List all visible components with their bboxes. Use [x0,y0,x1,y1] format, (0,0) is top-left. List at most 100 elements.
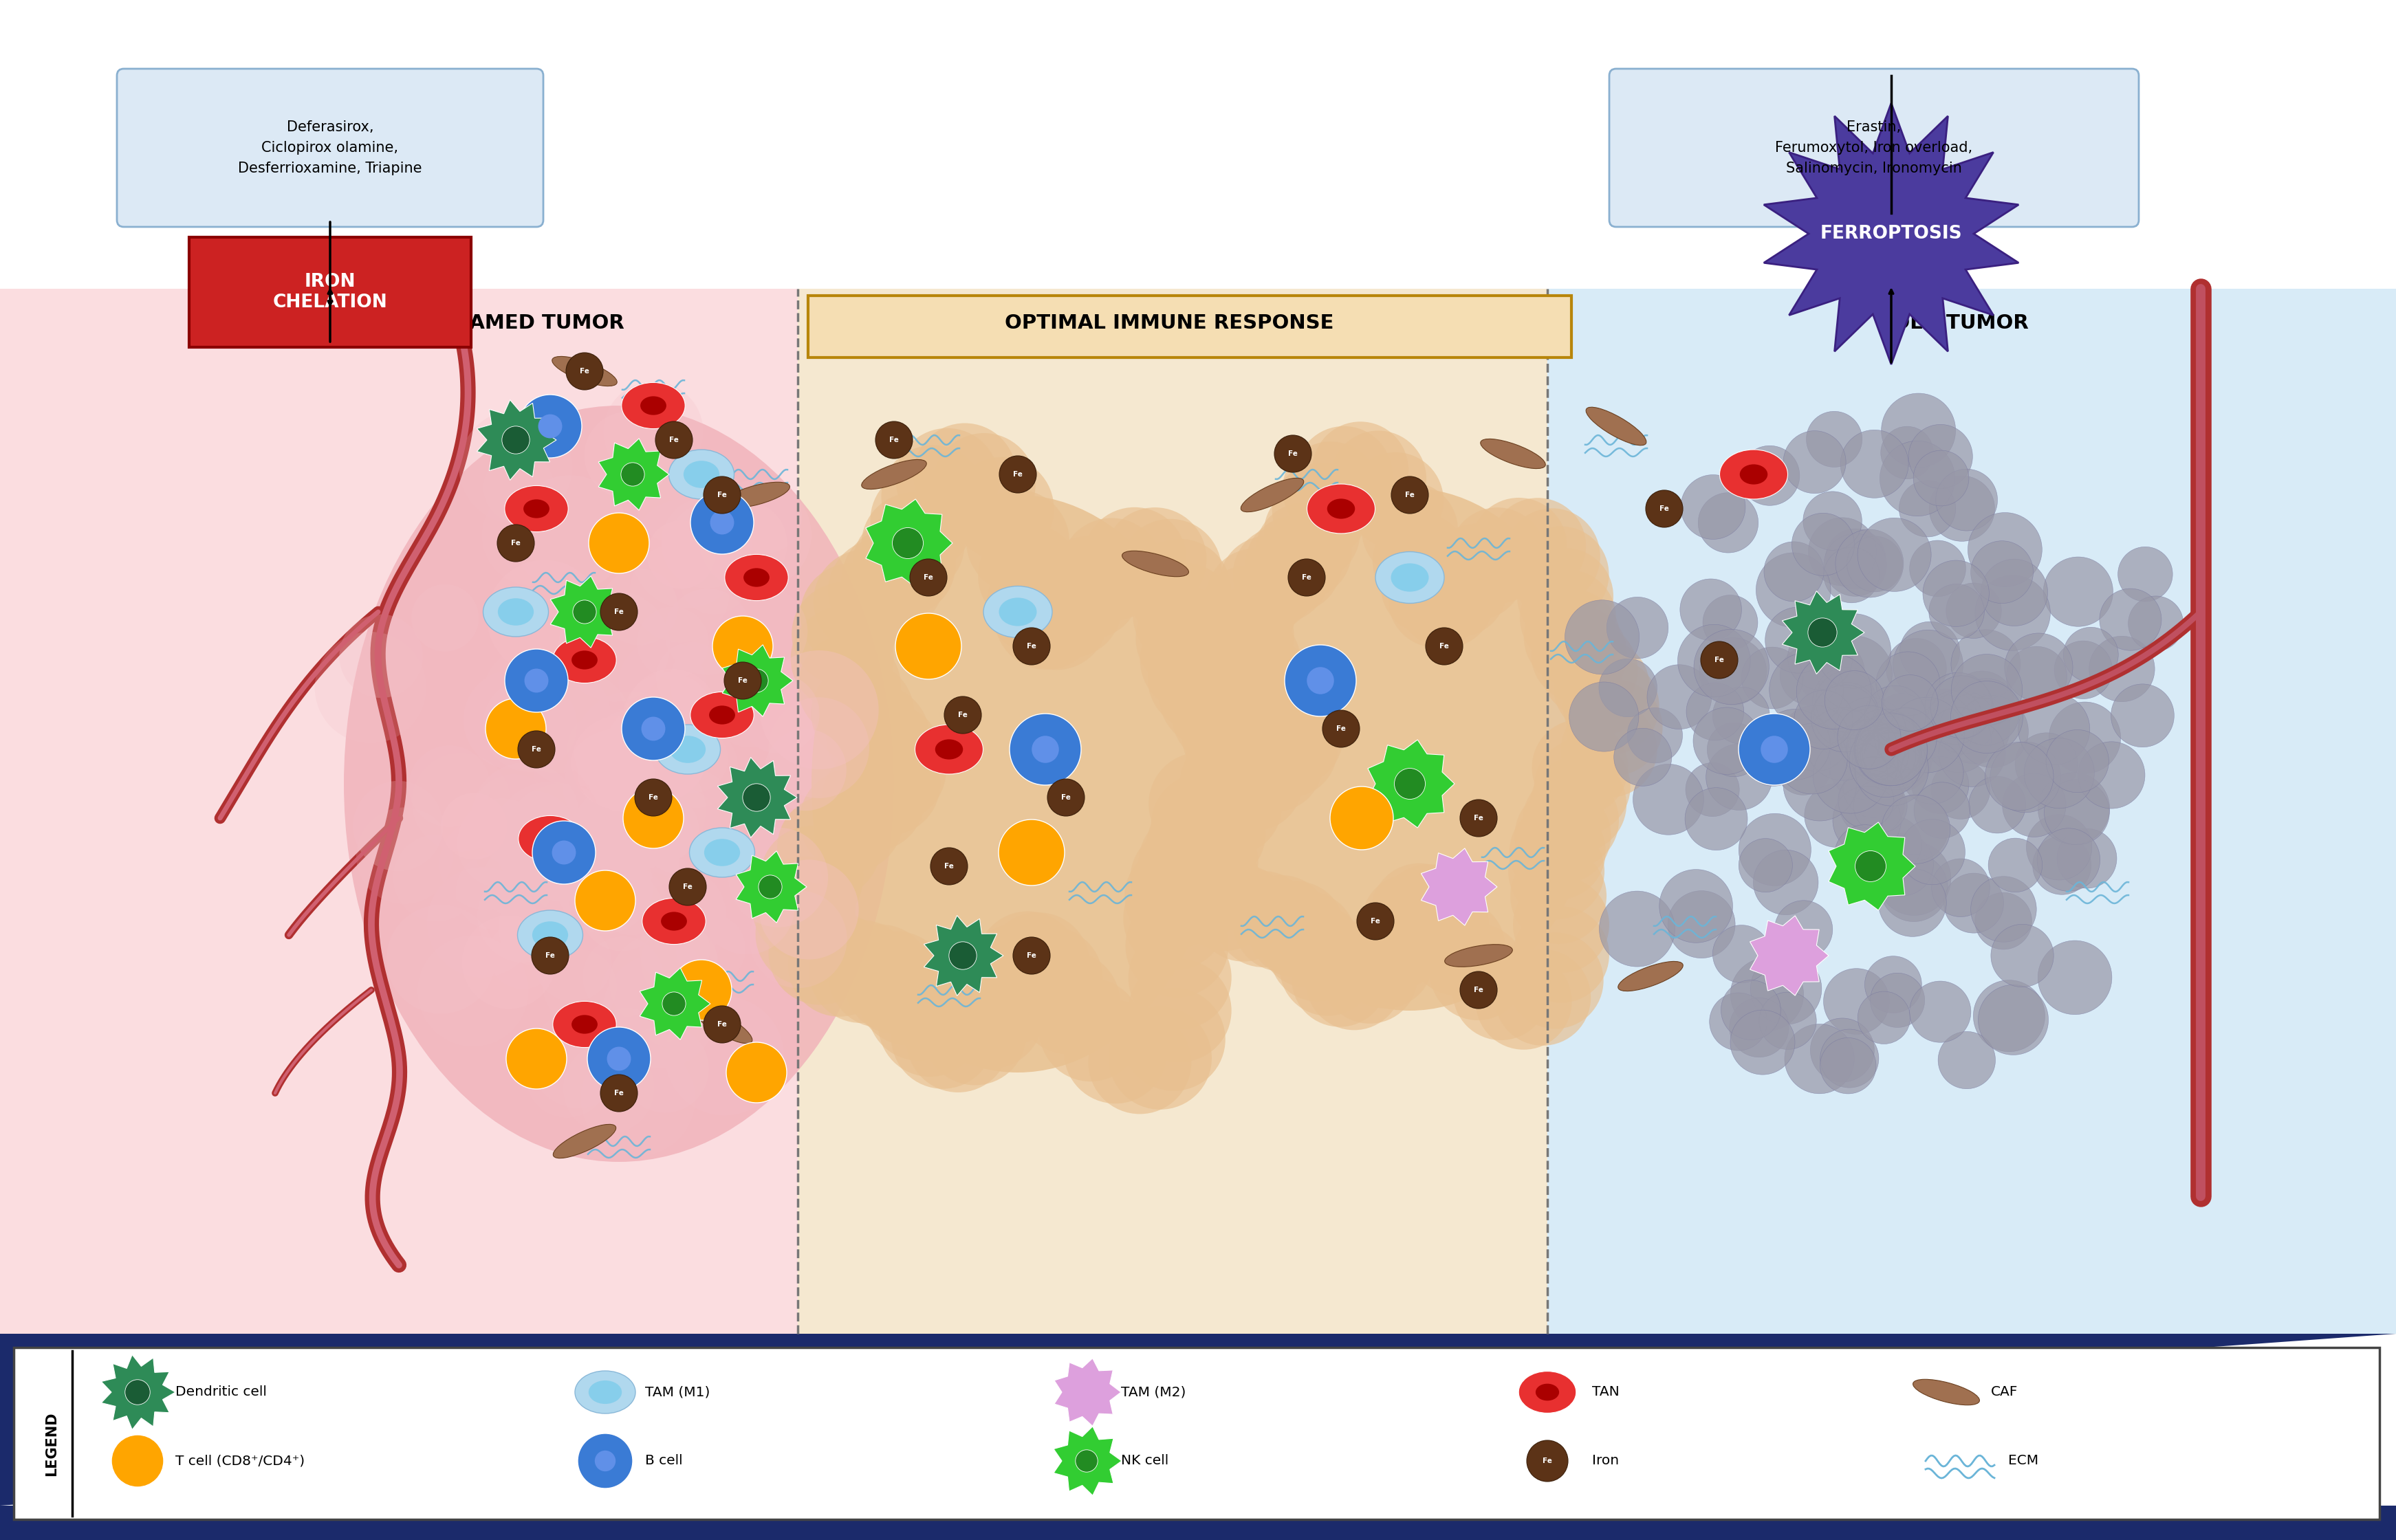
Text: Fe: Fe [613,608,623,616]
Circle shape [1730,958,1804,1030]
Circle shape [1684,787,1747,850]
Circle shape [676,913,745,984]
Circle shape [999,456,1037,493]
Circle shape [1855,733,1929,805]
Text: Fe: Fe [580,368,589,374]
Circle shape [573,691,688,805]
Circle shape [1701,642,1737,679]
Circle shape [1234,875,1330,972]
Ellipse shape [1720,450,1787,499]
Circle shape [594,744,678,829]
Circle shape [1512,527,1610,622]
Circle shape [2111,684,2173,747]
Circle shape [1941,693,2010,764]
Circle shape [1811,667,1881,736]
Ellipse shape [532,921,568,949]
Circle shape [1950,681,2022,753]
Circle shape [1739,713,1809,785]
Circle shape [1109,1007,1212,1109]
Polygon shape [599,439,668,510]
Circle shape [760,875,781,899]
Circle shape [530,1010,628,1109]
Circle shape [1306,933,1402,1030]
Circle shape [671,633,769,733]
Circle shape [1845,722,1910,785]
Circle shape [704,476,740,513]
Circle shape [709,510,733,534]
Text: TAM (M2): TAM (M2) [1121,1386,1186,1398]
Circle shape [2015,733,2077,795]
Circle shape [1876,693,1929,745]
Circle shape [2089,636,2154,702]
Circle shape [1759,710,1831,779]
Circle shape [1826,528,1886,590]
Circle shape [482,485,582,587]
Circle shape [589,752,707,869]
Circle shape [1900,741,1962,804]
Circle shape [700,859,795,955]
Circle shape [1040,978,1143,1081]
Polygon shape [101,1355,175,1429]
Circle shape [534,924,611,1001]
Circle shape [1864,956,1922,1013]
Circle shape [1991,924,2053,987]
Circle shape [822,748,925,852]
Circle shape [640,924,719,1001]
Circle shape [482,844,556,918]
Circle shape [1821,1038,1876,1093]
Circle shape [1232,659,1327,755]
Circle shape [1828,730,1898,799]
Text: Iron: Iron [1591,1454,1620,1468]
Ellipse shape [345,405,894,1161]
Circle shape [532,821,597,884]
Circle shape [1914,450,1970,507]
Text: Fe: Fe [922,574,932,581]
Text: Fe: Fe [510,539,520,547]
Circle shape [1783,431,1845,493]
Circle shape [1526,1440,1567,1481]
Circle shape [501,664,611,773]
Circle shape [2003,773,2065,836]
Circle shape [1459,799,1498,836]
Circle shape [875,422,913,459]
Circle shape [635,779,671,816]
Circle shape [1924,561,1989,627]
Circle shape [1950,671,2015,736]
Circle shape [1014,936,1049,975]
Text: Deferasirox,
Ciclopirox olamine,
Desferrioxamine, Triapine: Deferasirox, Ciclopirox olamine, Desferr… [237,120,422,176]
Circle shape [1739,445,1799,505]
Circle shape [1787,625,1852,690]
Circle shape [1823,547,1878,602]
Circle shape [839,704,942,807]
Circle shape [110,1435,163,1488]
Circle shape [618,639,707,727]
Circle shape [1373,513,1469,610]
Circle shape [680,545,748,614]
Circle shape [1912,756,1970,813]
Circle shape [577,738,647,809]
Circle shape [1780,645,1840,705]
Ellipse shape [575,1371,635,1414]
Circle shape [716,587,807,676]
Circle shape [800,768,903,872]
Circle shape [836,732,939,835]
Circle shape [1751,953,1821,1024]
Circle shape [1076,1449,1097,1472]
Circle shape [630,867,726,962]
Circle shape [1282,442,1378,537]
Circle shape [580,1041,695,1157]
Circle shape [1033,736,1059,762]
Circle shape [592,1007,661,1075]
Circle shape [539,414,563,439]
Circle shape [1972,541,2034,604]
Circle shape [1900,480,1955,537]
Circle shape [1979,984,2049,1055]
Ellipse shape [1217,488,1603,1010]
Circle shape [1313,422,1409,517]
Polygon shape [0,1334,2396,1506]
Circle shape [1931,761,1991,819]
Circle shape [724,662,762,699]
FancyBboxPatch shape [117,69,544,226]
Circle shape [1016,952,1121,1055]
Ellipse shape [553,638,616,684]
